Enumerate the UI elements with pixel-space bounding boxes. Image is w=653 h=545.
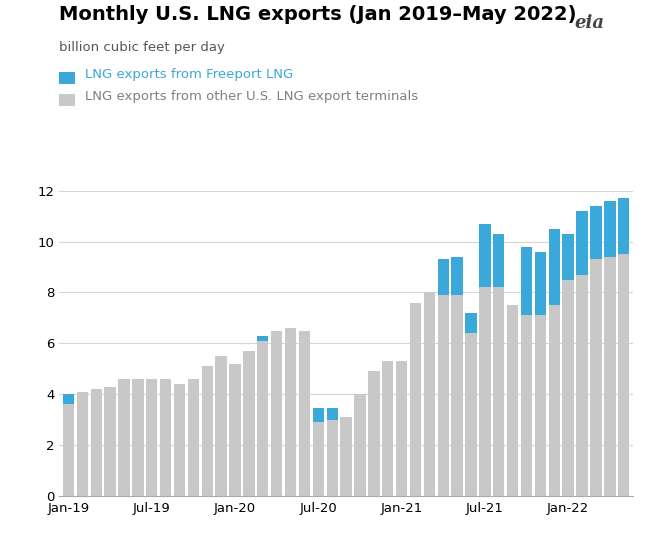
Bar [410, 302, 421, 496]
Bar [313, 422, 324, 496]
Bar [271, 331, 282, 496]
Bar [326, 420, 338, 496]
Bar [535, 252, 546, 316]
Bar [577, 211, 588, 275]
Bar [257, 341, 268, 496]
Bar [521, 316, 532, 496]
Bar [590, 206, 601, 259]
Bar [76, 392, 88, 496]
Bar [174, 384, 185, 496]
Bar [146, 379, 157, 496]
Bar [549, 305, 560, 496]
Bar [562, 280, 574, 496]
Bar [451, 257, 463, 295]
Text: LNG exports from other U.S. LNG export terminals: LNG exports from other U.S. LNG export t… [85, 90, 418, 103]
Bar [396, 361, 407, 496]
Bar [243, 351, 255, 496]
Bar [313, 408, 324, 422]
Bar [382, 361, 393, 496]
Bar [549, 229, 560, 305]
Bar [285, 328, 296, 496]
Bar [618, 198, 629, 255]
Bar [160, 379, 171, 496]
Bar [521, 247, 532, 316]
Bar [438, 259, 449, 295]
Bar [577, 275, 588, 496]
Bar [132, 379, 144, 496]
Bar [451, 295, 463, 496]
Bar [229, 364, 241, 496]
Bar [507, 305, 518, 496]
Bar [91, 389, 102, 496]
Bar [604, 257, 616, 496]
Bar [215, 356, 227, 496]
Bar [604, 201, 616, 257]
Text: LNG exports from Freeport LNG: LNG exports from Freeport LNG [85, 68, 293, 81]
Bar [187, 379, 199, 496]
Bar [535, 316, 546, 496]
Bar [118, 379, 130, 496]
Bar [466, 333, 477, 496]
Bar [438, 295, 449, 496]
Bar [493, 287, 505, 496]
Bar [104, 386, 116, 496]
Bar [368, 371, 379, 496]
Text: eia: eia [575, 14, 605, 32]
Bar [466, 313, 477, 333]
Bar [202, 366, 213, 496]
Bar [326, 408, 338, 420]
Text: billion cubic feet per day: billion cubic feet per day [59, 41, 225, 54]
Bar [479, 224, 490, 287]
Bar [493, 234, 505, 287]
Bar [340, 417, 352, 496]
Bar [355, 394, 366, 496]
Bar [590, 259, 601, 496]
Bar [63, 394, 74, 404]
Bar [424, 293, 435, 496]
Bar [562, 234, 574, 280]
Text: Monthly U.S. LNG exports (Jan 2019–May 2022): Monthly U.S. LNG exports (Jan 2019–May 2… [59, 5, 576, 25]
Bar [257, 336, 268, 341]
Bar [299, 331, 310, 496]
Bar [63, 404, 74, 496]
Bar [618, 255, 629, 496]
Bar [479, 287, 490, 496]
